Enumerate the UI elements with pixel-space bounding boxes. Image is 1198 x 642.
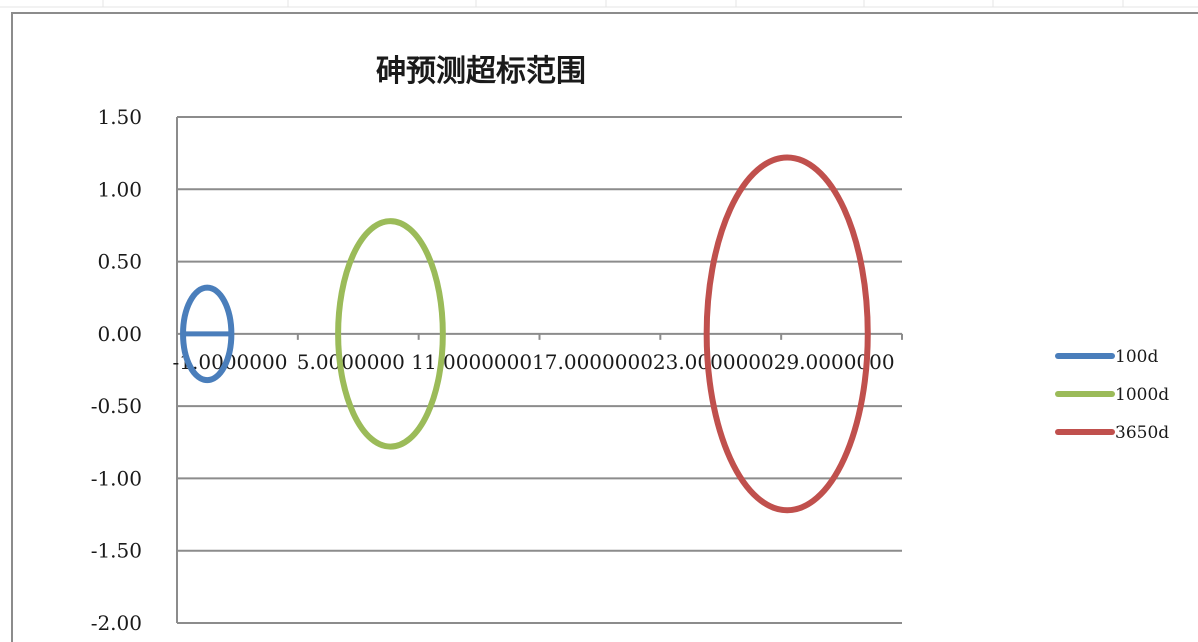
legend-label-3650d[interactable]: 3650d — [1115, 423, 1169, 443]
x-axis-tick-label: 23.0000000 — [653, 350, 774, 374]
series-1000d-ellipse — [335, 218, 446, 450]
y-axis-tick-labels: 1.50 1.00 0.50 0.00 -0.50 -1.00 -1.50 -2.00 — [91, 105, 142, 635]
plot-series — [180, 154, 871, 514]
legend-label-100d[interactable]: 100d — [1115, 347, 1158, 367]
chart-title: 砷预测超标范围 — [376, 54, 586, 89]
y-axis-tick-label: -0.50 — [91, 394, 142, 418]
gridlines — [177, 116, 902, 624]
y-axis-tick-label: -1.00 — [91, 466, 142, 490]
legend-label-1000d[interactable]: 1000d — [1115, 385, 1169, 405]
axes — [176, 117, 903, 623]
x-axis-tick-label: 17.0000000 — [532, 350, 653, 374]
spreadsheet-background — [0, 0, 1198, 8]
y-axis-tick-label: -1.50 — [91, 539, 142, 563]
y-axis-tick-label: 0.50 — [97, 250, 142, 274]
y-axis-tick-label: -2.00 — [91, 611, 142, 635]
y-axis-tick-label: 1.50 — [97, 105, 142, 129]
legend[interactable]: 100d 1000d 3650d — [1055, 347, 1169, 443]
x-axis-tick-label: 11.0000000 — [411, 350, 532, 374]
x-axis-tick-labels: -1.0000000 5.0000000 11.0000000 17.0000000 2… — [173, 350, 895, 374]
chart-area-border[interactable] — [11, 12, 1198, 642]
x-axis-tick-label: 29.0000000 — [774, 350, 895, 374]
y-axis-tick-label: 0.00 — [97, 322, 142, 346]
x-axis-tick-label: 5.0000000 — [297, 350, 405, 374]
series-3650d-ellipse — [703, 154, 871, 514]
y-axis-tick-label: 1.00 — [97, 177, 142, 201]
